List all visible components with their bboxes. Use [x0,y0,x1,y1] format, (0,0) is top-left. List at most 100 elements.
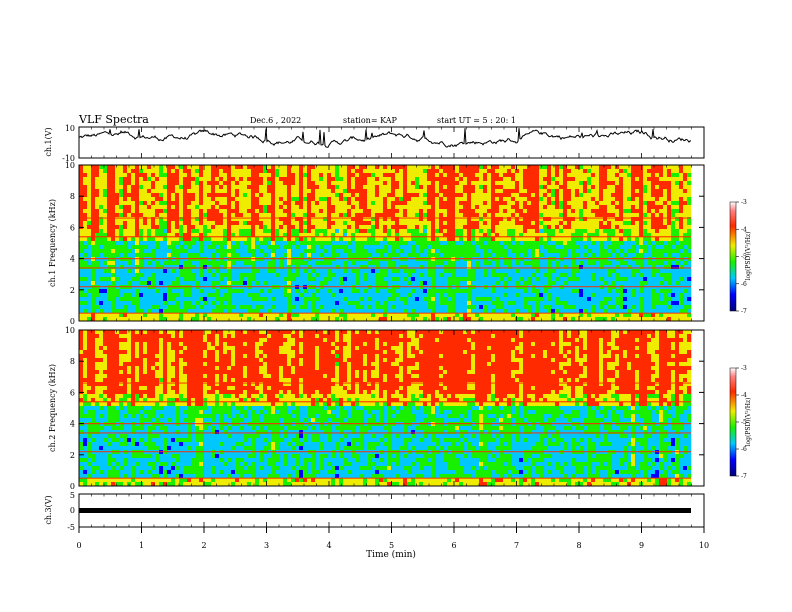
spectrogram-cell [463,205,468,210]
spectrogram-cell [215,185,220,190]
spectrogram-cell [395,169,400,174]
spectrogram-cell [507,177,512,182]
spectrogram-cell [103,229,108,234]
spectrogram-cell [323,225,328,230]
spectrogram-cell [515,241,520,246]
spectrogram-cell [379,273,384,278]
spectrogram-cell [675,217,680,222]
spectrogram-cell [375,197,380,202]
spectrogram-cell [483,193,488,198]
spectrogram-cell [475,265,480,270]
spectrogram-cell [115,233,120,238]
spectrogram-cell [195,165,200,170]
spectrogram-cell [615,269,620,274]
spectrogram-cell [607,281,612,286]
spectrogram-cell [375,205,380,210]
spectrogram-cell [375,281,380,286]
spectrogram-cell [363,169,368,174]
spectrogram-cell [171,169,176,174]
spectrogram-cell [235,273,240,278]
spectrogram-cell [563,169,568,174]
spectrogram-cell [415,209,420,214]
spectrogram-cell [207,289,212,294]
spectrogram-cell [299,165,304,170]
spectrogram-cell [555,177,560,182]
spectrogram-cell [667,197,672,202]
spectrogram-cell [619,241,624,246]
spectrogram-cell [283,181,288,186]
spectrogram-cell [419,173,424,178]
spectrogram-cell [367,281,372,286]
spectrogram-cell [671,177,676,182]
spectrogram-cell [595,201,600,206]
spectrogram-cell [615,217,620,222]
spectrogram-cell [423,217,428,222]
spectrogram-cell [211,197,216,202]
spectrogram-cell [403,177,408,182]
spectrogram-cell [439,221,444,226]
spectrogram-cell [263,261,268,266]
spectrogram-cell [367,165,372,170]
spectrogram-cell [143,181,148,186]
spectrogram-cell [391,185,396,190]
spectrogram-cell [299,189,304,194]
spectrogram-cell [203,261,208,266]
spectrogram-cell [455,241,460,246]
spectrogram-cell [423,181,428,186]
spectrogram-cell [595,213,600,218]
spectrogram-cell [259,177,264,182]
spectrogram-cell [127,205,132,210]
spectrogram-cell [227,253,232,258]
spectrogram-cell [139,277,144,282]
spectrogram-cell [91,165,96,170]
spectrogram-cell [515,181,520,186]
spectrogram-cell [203,165,208,170]
spectrogram-cell [175,277,180,282]
spectrogram-cell [623,273,628,278]
spectrogram-cell [231,173,236,178]
spectrogram-cell [151,177,156,182]
spectrogram-cell [611,265,616,270]
spectrogram-cell [591,261,596,266]
spectrogram-cell [91,269,96,274]
spectrogram-cell [575,197,580,202]
spectrogram-cell [595,273,600,278]
spectrogram-cell [523,233,528,238]
spectrogram-cell [527,281,532,286]
spectrogram-cell [107,177,112,182]
spectrogram-cell [275,213,280,218]
spectrogram-cell [579,173,584,178]
spectrogram-cell [311,217,316,222]
spectrogram-cell [199,229,204,234]
spectrogram-cell [475,169,480,174]
spectrogram-cell [183,289,188,294]
spectrogram-cell [503,229,508,234]
spectrogram-cell [543,169,548,174]
spectrogram-cell [435,241,440,246]
spectrogram-cell [619,225,624,230]
spectrogram-cell [259,193,264,198]
spectrogram-cell [639,249,644,254]
spectrogram-cell [379,169,384,174]
spectrogram-cell [539,229,544,234]
spectrogram-cell [99,209,104,214]
spectrogram-cell [511,193,516,198]
spectrogram-cell [203,173,208,178]
spectrogram-cell [215,237,220,242]
spectrogram-cell [627,261,632,266]
spectrogram-cell [423,193,428,198]
spectrogram-cell [547,189,552,194]
spectrogram-cell [635,193,640,198]
spectrogram-cell [423,249,428,254]
spectrogram-cell [191,213,196,218]
spectrogram-cell [87,185,92,190]
spectrogram-cell [427,229,432,234]
spectrogram-cell [671,277,676,282]
spectrogram-cell [179,233,184,238]
spectrogram-cell [515,277,520,282]
spectrogram-cell [215,265,220,270]
spectrogram-cell [391,205,396,210]
spectrogram-cell [519,277,524,282]
spectrogram-cell [383,261,388,266]
spectrogram-cell [259,205,264,210]
